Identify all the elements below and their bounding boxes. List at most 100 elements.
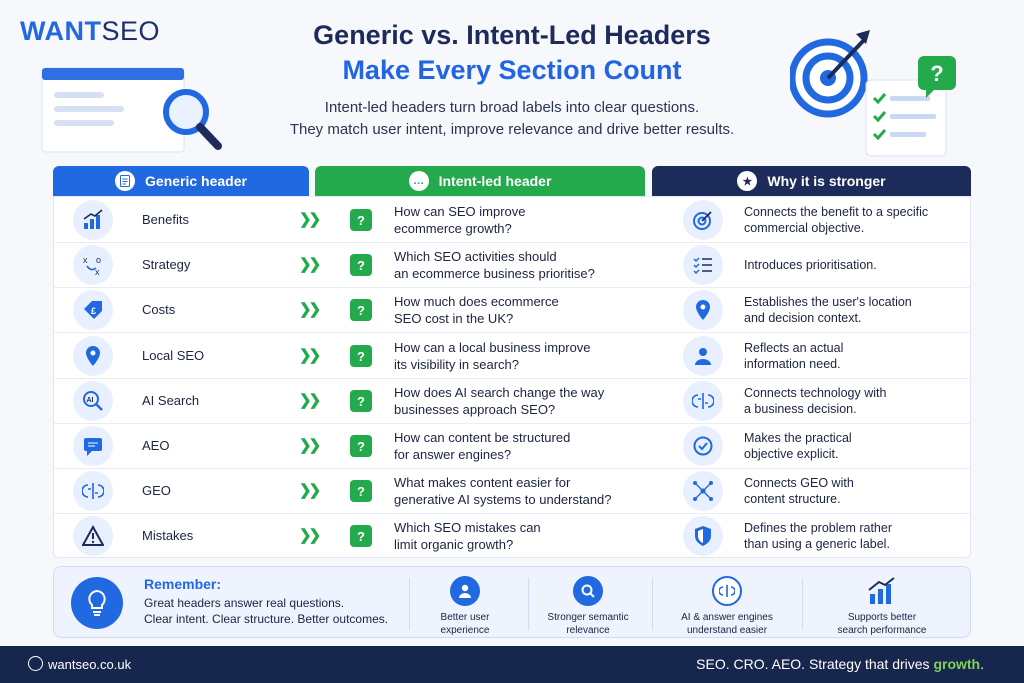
why-stronger-text: Defines the problem rather than using a g… <box>744 520 954 552</box>
intent-question-line: SEO cost in the UK? <box>394 311 514 326</box>
why-stronger-text: Connects GEO with content structure. <box>744 475 954 507</box>
why-line: Makes the practical <box>744 431 852 445</box>
table-row: Mistakes ❯❯? Which SEO mistakes can limit o… <box>53 514 971 559</box>
footer-tagline-text: SEO. CRO. AEO. Strategy that drives <box>696 656 934 672</box>
intent-question: How can content be structured for answer … <box>394 429 644 463</box>
benefit-label: Stronger semantic <box>547 612 629 623</box>
why-line: than using a generic label. <box>744 537 890 551</box>
why-line: and decision context. <box>744 311 862 325</box>
chevron-right-icon: ❯❯ <box>299 482 321 499</box>
column-header-why-label: Why it is stronger <box>767 173 886 189</box>
benefit-user-experience: Better user experience <box>405 576 525 637</box>
generic-header-label: Strategy <box>142 257 191 272</box>
chevron-right-icon: ❯❯ <box>299 527 321 544</box>
benefit-search-performance: Supports better search performance <box>822 576 942 637</box>
why-stronger-text: Connects technology with a business decis… <box>744 385 954 417</box>
benefit-label: Supports better <box>847 612 917 623</box>
why-stronger-text: Makes the practical objective explicit. <box>744 430 954 462</box>
why-line: information need. <box>744 357 841 371</box>
intent-question-line: businesses approach SEO? <box>394 402 556 417</box>
ai-search-icon: AI <box>73 381 113 421</box>
page-subtitle: Intent-led headers turn broad labels int… <box>0 97 1024 141</box>
location-pin-icon <box>683 290 723 330</box>
checklist-icon <box>683 245 723 285</box>
lightbulb-icon <box>71 577 123 629</box>
svg-text:x: x <box>83 255 88 265</box>
footer-website-link[interactable]: wantseo.co.uk <box>48 657 132 672</box>
generic-header-label: Costs <box>142 302 176 317</box>
column-header-generic-label: Generic header <box>145 173 247 189</box>
why-line: Defines the problem rather <box>744 521 892 535</box>
price-tag-icon: £ <box>73 290 113 330</box>
why-stronger-text: Connects the benefit to a specific commer… <box>744 204 954 236</box>
why-line: objective explicit. <box>744 447 839 461</box>
chevron-right-icon: ❯❯ <box>299 437 321 454</box>
why-line: a business decision. <box>744 402 857 416</box>
generic-header-label: Local SEO <box>142 348 205 363</box>
intent-question: Which SEO activities should an ecommerce … <box>394 248 644 282</box>
why-line: Establishes the user's location <box>744 295 912 309</box>
location-pin-icon <box>73 336 113 376</box>
benefit-semantic-relevance: Stronger semantic relevance <box>528 576 648 637</box>
target-checklist-illustration: ? <box>788 28 970 158</box>
intent-question-line: Which SEO mistakes can <box>394 520 541 535</box>
brand-want: WANT <box>20 16 102 46</box>
generic-header-label: AEO <box>142 438 170 453</box>
brain-icon <box>73 471 113 511</box>
why-stronger-text: Reflects an actual information need. <box>744 340 954 372</box>
intent-question-line: What makes content easier for <box>394 475 571 490</box>
table-row: £ Costs ❯❯? How much does ecommerce SEO cost… <box>53 288 971 333</box>
search-icon <box>573 576 603 606</box>
question-icon: ? <box>350 435 372 457</box>
intent-question: Which SEO mistakes can limit organic grow… <box>394 519 644 553</box>
user-icon <box>683 336 723 376</box>
intent-question-line: How can content be structured <box>394 430 571 445</box>
intent-question-line: How can SEO improve <box>394 204 526 219</box>
intent-question-line: its visibility in search? <box>394 357 519 372</box>
intent-question: How much does ecommerce SEO cost in the U… <box>394 293 644 327</box>
subtitle-line-2: They match user intent, improve relevanc… <box>289 121 735 138</box>
column-header-why: ★ Why it is stronger <box>652 166 971 196</box>
question-icon: ? <box>350 480 372 502</box>
browser-search-illustration <box>40 66 230 156</box>
row-divider <box>53 513 971 514</box>
remember-line-2: Clear intent. Clear structure. Better ou… <box>144 612 389 626</box>
benefit-label: AI & answer engines <box>681 612 773 623</box>
row-divider <box>53 423 971 424</box>
benefit-label: understand easier <box>686 625 768 636</box>
intent-question-line: ecommerce growth? <box>394 221 512 236</box>
generic-header-label: Benefits <box>142 212 189 227</box>
generic-header-label: AI Search <box>142 393 200 408</box>
table-row: Benefits ❯❯? How can SEO improve ecommerce … <box>53 198 971 243</box>
intent-question: How can a local business improve its visi… <box>394 339 644 373</box>
row-divider <box>53 287 971 288</box>
column-header-intent-label: Intent-led header <box>438 173 552 189</box>
why-stronger-text: Introduces prioritisation. <box>744 257 954 273</box>
chevron-right-icon: ❯❯ <box>299 211 321 228</box>
brand-seo: SEO <box>101 16 161 46</box>
intent-question-line: How does AI search change the way <box>394 385 605 400</box>
remember-title: Remember: <box>144 576 222 592</box>
chevron-right-icon: ❯❯ <box>299 256 321 273</box>
network-icon <box>683 471 723 511</box>
intent-question-line: Which SEO activities should <box>394 249 557 264</box>
row-divider <box>53 378 971 379</box>
intent-question-line: for answer engines? <box>394 447 512 462</box>
why-line: Introduces prioritisation. <box>744 258 877 272</box>
svg-text:AI: AI <box>87 397 94 404</box>
divider <box>528 578 529 630</box>
question-icon: ? <box>350 209 372 231</box>
intent-question-line: How much does ecommerce <box>394 294 559 309</box>
star-icon: ★ <box>737 171 758 191</box>
chevron-right-icon: ❯❯ <box>299 347 321 364</box>
intent-question: How can SEO improve ecommerce growth? <box>394 203 644 237</box>
benefit-label: experience <box>440 625 490 636</box>
check-circle-icon <box>683 426 723 466</box>
target-icon <box>683 200 723 240</box>
table-row: GEO ❯❯? What makes content easier for gener… <box>53 469 971 514</box>
why-stronger-text: Establishes the user's location and decis… <box>744 294 954 326</box>
svg-text:£: £ <box>91 306 96 316</box>
intent-question: How does AI search change the way busines… <box>394 384 644 418</box>
remember-line-1: Great headers answer real questions. <box>144 596 345 610</box>
